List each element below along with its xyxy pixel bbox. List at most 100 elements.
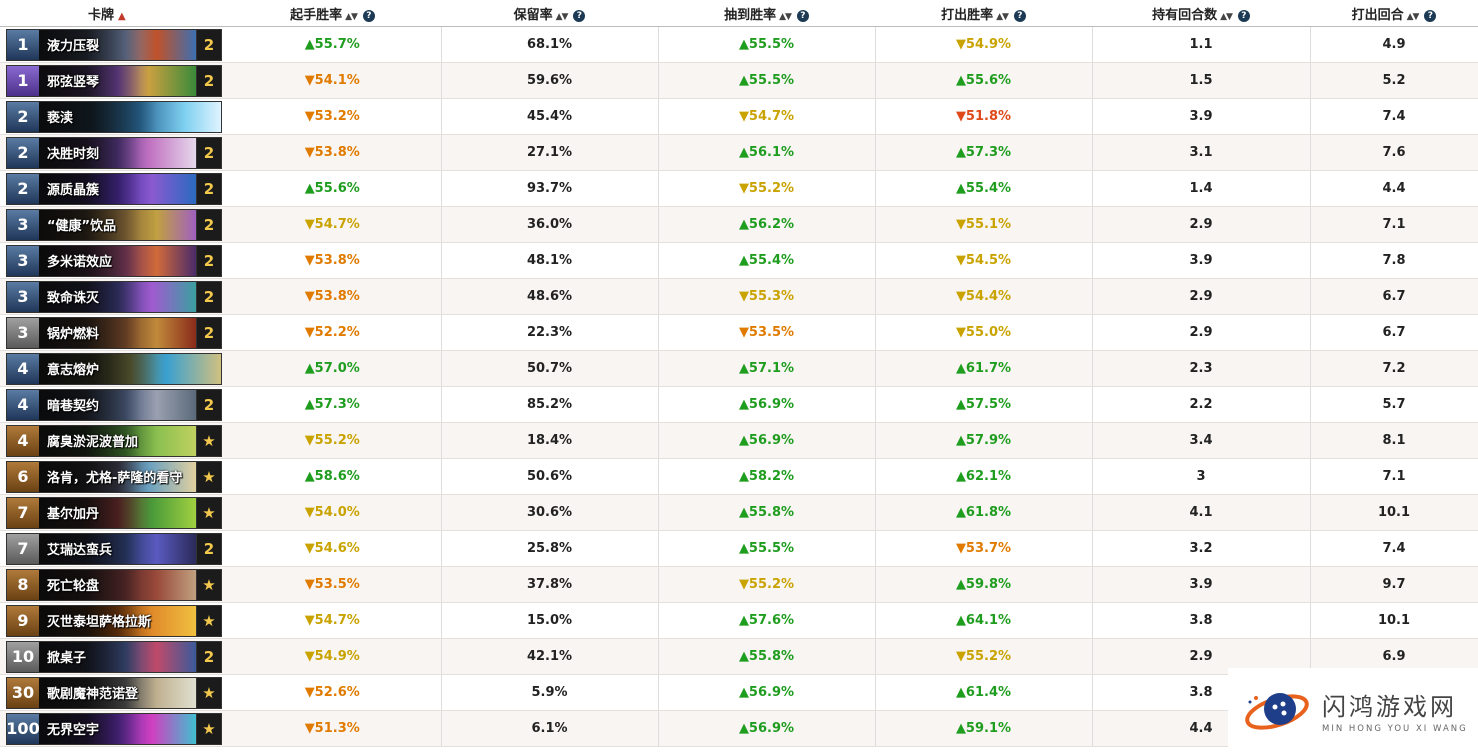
card-name: 歌剧魔神范诺登 (47, 687, 139, 702)
question-circle-icon[interactable]: ? (573, 9, 586, 22)
turns-held: 3.2 (1092, 530, 1311, 567)
card-cell[interactable]: 6 洛肯，尤格-萨隆的看守 ★ (0, 458, 224, 495)
mana-cost-badge: 100 (6, 713, 40, 744)
card-cell[interactable]: 4 暗巷契约 2 (0, 386, 224, 423)
card-tile[interactable]: 9 灭世泰坦萨格拉斯 ★ (6, 604, 222, 637)
card-tile[interactable]: 4 意志熔炉 (6, 352, 222, 385)
col-header-turn-played[interactable]: 打出回合 ▲▼? (1310, 0, 1478, 27)
table-row[interactable]: 1 液力压裂 2 ▲55.7% 68.1% ▲55.5% ▼54.9% 1.1 4.9 (0, 26, 1478, 63)
card-tile[interactable]: 8 死亡轮盘 ★ (6, 568, 222, 601)
table-row[interactable]: 1 邪弦竖琴 2 ▼54.1% 59.6% ▲55.5% ▲55.6% 1.5 5.2 (0, 62, 1478, 99)
table-row[interactable]: 10 掀桌子 2 ▼54.9% 42.1% ▲55.8% ▼55.2% 2.9 6.9 (0, 638, 1478, 675)
card-cell[interactable]: 3 多米诺效应 2 (0, 242, 224, 279)
col-header-card-label: 卡牌 (88, 7, 115, 23)
card-cell[interactable]: 2 决胜时刻 2 (0, 134, 224, 171)
table-row[interactable]: 2 亵渎 ▼53.2% 45.4% ▼54.7% ▼51.8% 3.9 7.4 (0, 98, 1478, 135)
card-cell[interactable]: 3 “健康”饮品 2 (0, 206, 224, 243)
card-cell[interactable]: 3 致命诛灭 2 (0, 278, 224, 315)
card-tile[interactable]: 2 亵渎 (6, 100, 222, 133)
card-tile[interactable]: 3 致命诛灭 2 (6, 280, 222, 313)
question-circle-icon[interactable]: ? (1237, 9, 1250, 22)
table-row[interactable]: 4 意志熔炉 ▲57.0% 50.7% ▲57.1% ▲61.7% 2.3 7.2 (0, 350, 1478, 387)
sort-arrows-icon[interactable]: ▲▼ (1406, 11, 1420, 22)
card-cell[interactable]: 9 灭世泰坦萨格拉斯 ★ (0, 602, 224, 639)
card-cell[interactable]: 1 液力压裂 2 (0, 26, 224, 63)
keep-rate: 30.6% (441, 494, 659, 531)
table-row[interactable]: 7 基尔加丹 ★ ▼54.0% 30.6% ▲55.8% ▲61.8% 4.1 10.1 (0, 494, 1478, 531)
mulligan-winrate: ▼53.5% (224, 566, 442, 603)
card-art: 歌剧魔神范诺登 (39, 677, 196, 708)
question-circle-icon[interactable]: ? (1424, 9, 1437, 22)
card-tile[interactable]: 4 腐臭淤泥波普加 ★ (6, 424, 222, 457)
table-row[interactable]: 3 “健康”饮品 2 ▼54.7% 36.0% ▲56.2% ▼55.1% 2.9 7.1 (0, 206, 1478, 243)
card-art: 致命诛灭 (39, 281, 196, 312)
turn-played: 10.1 (1310, 602, 1478, 639)
sort-arrows-icon[interactable]: ▲▼ (996, 11, 1009, 22)
table-row[interactable]: 8 死亡轮盘 ★ ▼53.5% 37.8% ▼55.2% ▲59.8% 3.9 9.7 (0, 566, 1478, 603)
table-row[interactable]: 6 洛肯，尤格-萨隆的看守 ★ ▲58.6% 50.6% ▲58.2% ▲62.1% 3 7.1 (0, 458, 1478, 495)
table-row[interactable]: 2 决胜时刻 2 ▼53.8% 27.1% ▲56.1% ▲57.3% 3.1 7.6 (0, 134, 1478, 171)
sort-arrows-icon[interactable]: ▲▼ (779, 11, 792, 22)
card-cell[interactable]: 4 意志熔炉 (0, 350, 224, 387)
turn-played: 6.7 (1310, 278, 1478, 315)
card-tile[interactable]: 7 基尔加丹 ★ (6, 496, 222, 529)
card-cell[interactable]: 8 死亡轮盘 ★ (0, 566, 224, 603)
col-header-mulligan-wr[interactable]: 起手胜率 ▲▼? (224, 0, 441, 27)
card-tile[interactable]: 100 无界空宇 ★ (6, 712, 222, 745)
caret-up-icon[interactable]: ▲ (118, 10, 126, 22)
table-row[interactable]: 2 源质晶簇 2 ▲55.6% 93.7% ▼55.2% ▲55.4% 1.4 4.4 (0, 170, 1478, 207)
mana-cost-badge: 9 (7, 605, 39, 636)
watermark: 闪鸿游戏网 MIN HONG YOU XI WANG (1228, 668, 1478, 752)
card-tile[interactable]: 2 决胜时刻 2 (6, 136, 222, 169)
sort-arrows-icon[interactable]: ▲▼ (555, 11, 569, 22)
card-cell[interactable]: 10 掀桌子 2 (0, 638, 224, 675)
card-tile[interactable]: 10 掀桌子 2 (6, 640, 222, 673)
card-name: 暗巷契约 (47, 399, 100, 414)
table-row[interactable]: 100 无界空宇 ★ ▼51.3% 6.1% ▲56.9% ▲59.1% 4.4 (0, 710, 1478, 747)
card-cell[interactable]: 7 艾瑞达蛮兵 2 (0, 530, 224, 567)
card-tile[interactable]: 4 暗巷契约 2 (6, 388, 222, 421)
card-tile[interactable]: 3 锅炉燃料 2 (6, 316, 222, 349)
card-cell[interactable]: 100 无界空宇 ★ (0, 710, 224, 747)
table-row[interactable]: 9 灭世泰坦萨格拉斯 ★ ▼54.7% 15.0% ▲57.6% ▲64.1% 3.8 10.1 (0, 602, 1478, 639)
col-header-keep-rate[interactable]: 保留率 ▲▼? (441, 0, 658, 27)
col-header-card[interactable]: 卡牌 ▲ (0, 0, 224, 27)
card-tile[interactable]: 1 液力压裂 2 (6, 28, 222, 61)
keep-rate: 15.0% (441, 602, 659, 639)
table-row[interactable]: 3 多米诺效应 2 ▼53.8% 48.1% ▲55.4% ▼54.5% 3.9 7.8 (0, 242, 1478, 279)
card-tile[interactable]: 3 “健康”饮品 2 (6, 208, 222, 241)
col-header-played-wr[interactable]: 打出胜率 ▲▼? (875, 0, 1092, 27)
table-row[interactable]: 7 艾瑞达蛮兵 2 ▼54.6% 25.8% ▲55.5% ▼53.7% 3.2 7.4 (0, 530, 1478, 567)
keep-rate: 42.1% (441, 638, 659, 675)
card-art: 无界空宇 (39, 713, 196, 744)
card-cell[interactable]: 4 腐臭淤泥波普加 ★ (0, 422, 224, 459)
keep-rate: 27.1% (441, 134, 659, 171)
mana-cost-badge: 2 (7, 101, 39, 132)
turns-held: 2.3 (1092, 350, 1311, 387)
card-tile[interactable]: 2 源质晶簇 2 (6, 172, 222, 205)
col-header-turns-held[interactable]: 持有回合数 ▲▼? (1092, 0, 1310, 27)
question-circle-icon[interactable]: ? (796, 9, 809, 22)
question-circle-icon[interactable]: ? (362, 9, 375, 22)
question-circle-icon[interactable]: ? (1013, 9, 1026, 22)
card-cell[interactable]: 3 锅炉燃料 2 (0, 314, 224, 351)
col-header-drawn-wr[interactable]: 抽到胜率 ▲▼? (658, 0, 875, 27)
card-tile[interactable]: 30 歌剧魔神范诺登 ★ (6, 676, 222, 709)
card-cell[interactable]: 30 歌剧魔神范诺登 ★ (0, 674, 224, 711)
table-row[interactable]: 4 腐臭淤泥波普加 ★ ▼55.2% 18.4% ▲56.9% ▲57.9% 3.4 8.1 (0, 422, 1478, 459)
drawn-winrate: ▲56.1% (658, 134, 876, 171)
table-row[interactable]: 3 致命诛灭 2 ▼53.8% 48.6% ▼55.3% ▼54.4% 2.9 6.7 (0, 278, 1478, 315)
table-row[interactable]: 4 暗巷契约 2 ▲57.3% 85.2% ▲56.9% ▲57.5% 2.2 5.7 (0, 386, 1478, 423)
card-cell[interactable]: 2 亵渎 (0, 98, 224, 135)
sort-arrows-icon[interactable]: ▲▼ (1220, 11, 1233, 22)
card-tile[interactable]: 1 邪弦竖琴 2 (6, 64, 222, 97)
card-cell[interactable]: 2 源质晶簇 2 (0, 170, 224, 207)
sort-arrows-icon[interactable]: ▲▼ (345, 11, 358, 22)
card-cell[interactable]: 1 邪弦竖琴 2 (0, 62, 224, 99)
card-cell[interactable]: 7 基尔加丹 ★ (0, 494, 224, 531)
table-row[interactable]: 3 锅炉燃料 2 ▼52.2% 22.3% ▼53.5% ▼55.0% 2.9 6.7 (0, 314, 1478, 351)
card-tile[interactable]: 7 艾瑞达蛮兵 2 (6, 532, 222, 565)
card-tile[interactable]: 3 多米诺效应 2 (6, 244, 222, 277)
card-tile[interactable]: 6 洛肯，尤格-萨隆的看守 ★ (6, 460, 222, 493)
